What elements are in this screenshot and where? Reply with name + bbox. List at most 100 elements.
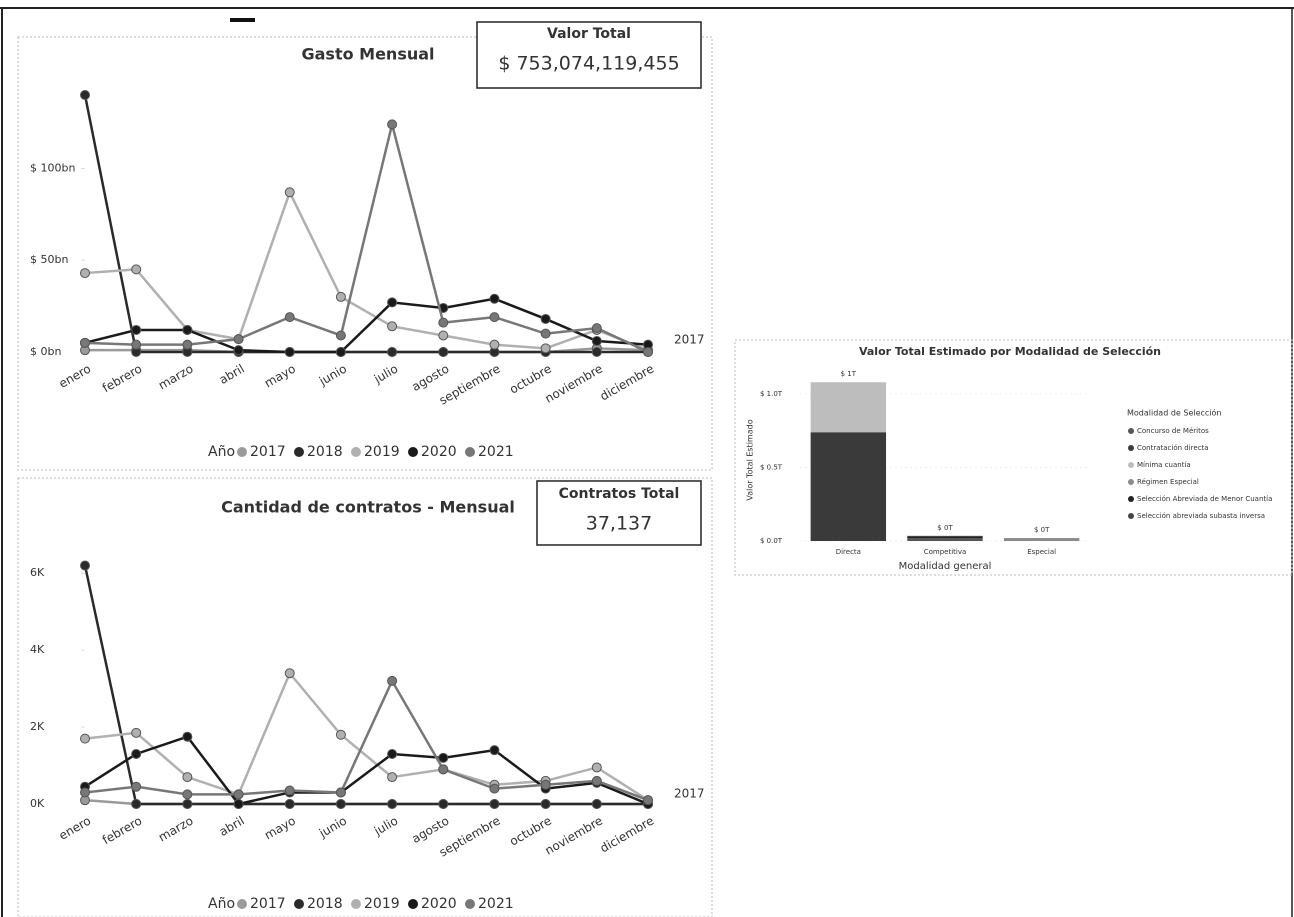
x-tick-label: abril (217, 814, 247, 839)
data-point (335, 291, 346, 302)
y-tick-label: 2K (30, 720, 45, 733)
data-point (233, 345, 244, 356)
legend-label: 2020 (421, 444, 457, 460)
series-line (84, 297, 649, 354)
tab-marker (230, 18, 255, 22)
legend-label: 2018 (307, 444, 343, 460)
data-point (131, 339, 142, 350)
panel (17, 477, 713, 917)
chart-title: Gasto Mensual (301, 45, 434, 64)
data-point (131, 324, 142, 335)
data-point (284, 312, 295, 323)
y-tick-label: $ 100bn (30, 161, 75, 174)
kpi-title: Contratos Total (559, 486, 680, 502)
data-point (438, 799, 449, 809)
data-point (387, 119, 398, 130)
data-point (438, 347, 449, 357)
data-point (387, 675, 398, 686)
data-point (80, 90, 90, 100)
x-tick-label: marzo (156, 362, 196, 393)
legend-swatch (1128, 462, 1134, 468)
y-tick-label: 6K (30, 566, 45, 579)
data-point (591, 799, 602, 809)
chart-title: Valor Total Estimado por Modalidad de Se… (859, 345, 1161, 358)
data-point (387, 749, 398, 759)
x-tick-label: junio (316, 814, 349, 841)
panel (17, 36, 713, 471)
kpi-title: Valor Total (547, 26, 631, 42)
data-point (182, 789, 193, 800)
series-line (84, 670, 649, 802)
kpi-card (536, 480, 702, 546)
legend-label: 2020 (421, 896, 457, 912)
legend-swatch (1128, 496, 1134, 502)
legend-swatch (465, 447, 475, 457)
x-tick-label: Especial (1027, 548, 1056, 556)
data-point (591, 347, 602, 357)
data-point (643, 795, 653, 806)
bar-segment (810, 432, 887, 541)
x-tick-label: julio (371, 814, 400, 839)
data-point (489, 312, 500, 323)
legend-swatch (237, 899, 247, 909)
y-tick-label: $ 0bn (30, 345, 61, 358)
data-point (284, 347, 295, 357)
y-tick-label: $ 0.0T (760, 537, 783, 545)
legend-swatch (408, 447, 418, 457)
data-point (643, 347, 653, 357)
data-point (80, 337, 90, 348)
legend-label: Selección abreviada subasta inversa (1137, 512, 1265, 520)
kpi-value: 37,137 (586, 513, 652, 535)
data-point (233, 799, 244, 809)
data-point (387, 297, 398, 308)
data-point (182, 731, 193, 742)
data-point (591, 775, 602, 786)
x-tick-label: Directa (836, 548, 861, 556)
bar-total-label: $ 0T (937, 524, 953, 532)
legend-label: Régimen Especial (1137, 478, 1199, 486)
data-point (335, 347, 346, 357)
kpi-value: $ 753,074,119,455 (498, 53, 679, 75)
data-point (438, 764, 449, 775)
data-point (131, 727, 142, 738)
chart-title: Cantidad de contratos - Mensual (221, 498, 515, 517)
legend-label: 2017 (250, 444, 286, 460)
data-point (489, 745, 500, 756)
legend-label: 2021 (478, 896, 514, 912)
legend-swatch (1128, 513, 1134, 519)
x-tick-label: mayo (262, 362, 298, 391)
x-tick-label: mayo (262, 814, 298, 843)
x-tick-label: enero (56, 814, 93, 843)
data-point (387, 772, 398, 783)
bar-segment (907, 538, 983, 541)
legend-swatch (1128, 445, 1134, 451)
series-line (84, 124, 649, 354)
legend-title: Año (208, 896, 235, 912)
data-point (540, 313, 551, 324)
series-line (83, 94, 648, 354)
legend-label: 2019 (364, 896, 400, 912)
legend-label: Selección Abreviada de Menor Cuantía (1137, 495, 1272, 503)
data-point (438, 317, 449, 328)
data-point (540, 343, 551, 354)
data-point (591, 323, 602, 334)
bar-segment (907, 536, 983, 539)
legend-swatch (465, 899, 475, 909)
x-tick-label: febrero (100, 814, 144, 848)
x-tick-label: enero (56, 362, 93, 391)
data-point (182, 339, 193, 350)
bar-segment (810, 382, 887, 433)
legend-label: Mínima cuantía (1137, 461, 1191, 469)
data-point (387, 347, 398, 357)
data-point (387, 321, 398, 332)
data-point (284, 668, 295, 679)
data-point (438, 752, 449, 763)
data-point (540, 799, 551, 809)
data-point (284, 187, 295, 198)
annotation: 2017 (674, 787, 705, 801)
legend-swatch (237, 447, 247, 457)
x-tick-label: febrero (100, 362, 144, 396)
data-point (438, 330, 449, 341)
annotation: 2017 (674, 333, 705, 347)
